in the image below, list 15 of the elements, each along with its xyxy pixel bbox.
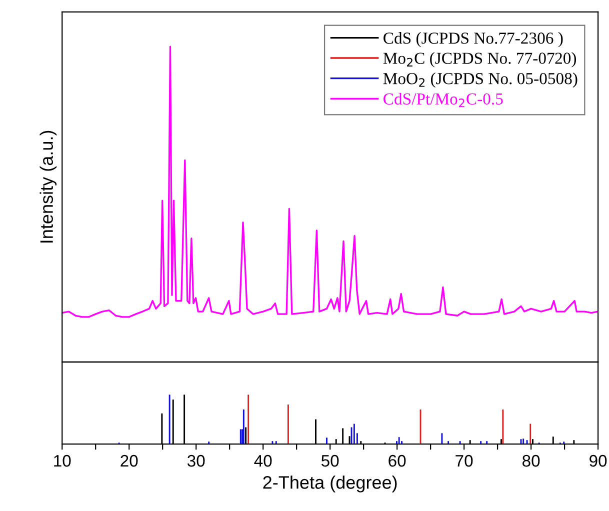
legend-label: CdS (JCPDS No.77-2306 ): [384, 32, 563, 48]
legend-label: Mo$_{2}$C (JCPDS No. 77-0720): [383, 52, 576, 68]
x-tick-label: 60: [388, 454, 406, 467]
y-axis-title: Intensity (a.u.): [40, 130, 57, 243]
x-tick-label: 40: [254, 454, 272, 467]
legend-label: CdS/Pt/Mo$_{2}$C-0.5: [384, 92, 503, 108]
x-tick-label: 50: [321, 454, 339, 467]
x-tick-label: 30: [187, 454, 205, 467]
x-tick-label: 10: [54, 454, 71, 467]
x-tick-label: 90: [590, 454, 607, 467]
x-tick-label: 20: [120, 454, 138, 467]
x-tick-label: 80: [522, 454, 540, 467]
x-axis-title: 2-Theta (degree): [263, 476, 397, 492]
x-tick-label: 70: [456, 454, 473, 467]
legend-label: MoO$_{2}$ (JCPDS No. 05-0508): [383, 72, 578, 88]
